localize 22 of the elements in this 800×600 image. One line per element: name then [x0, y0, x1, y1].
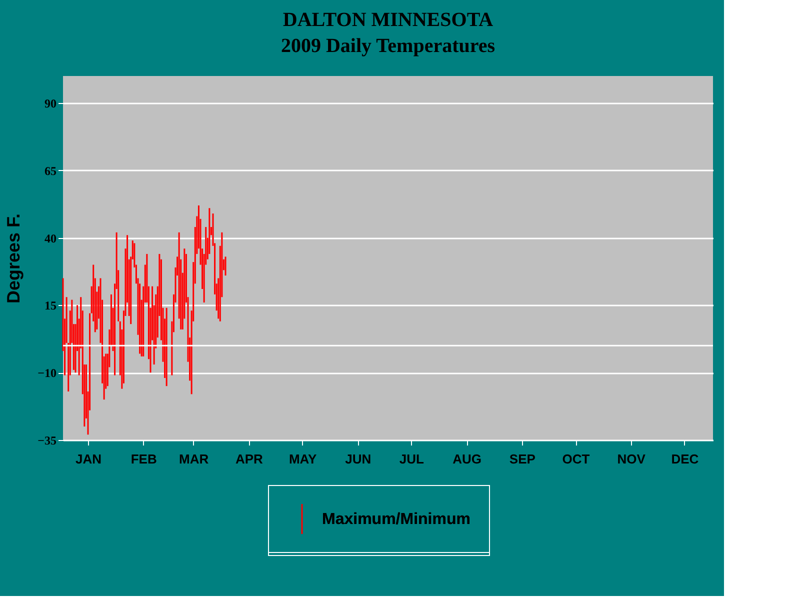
x-tick-label: JUL	[399, 452, 424, 466]
x-tick-label: DEC	[671, 452, 700, 466]
y-tick-label: −35	[38, 434, 56, 448]
legend-label: Maximum/Minimum	[322, 511, 470, 528]
y-axis-title: Degrees F.	[4, 213, 24, 304]
y-tick-label: 40	[44, 231, 56, 246]
x-tick-label: APR	[235, 452, 264, 466]
y-tick-label: 65	[44, 164, 56, 178]
y-tick-label: 15	[44, 298, 56, 313]
y-tick-label: 90	[44, 96, 56, 110]
x-tick-label: FEB	[130, 452, 157, 466]
chart-title: DALTON MINNESOTA	[282, 9, 494, 31]
y-tick-label: −10	[38, 366, 56, 380]
chart-subtitle: 2009 Daily Temperatures	[280, 35, 496, 57]
x-tick-label: AUG	[452, 452, 482, 466]
x-tick-label: JAN	[75, 452, 102, 466]
x-tick-label: OCT	[562, 452, 590, 466]
x-tick-label: JUN	[345, 452, 372, 466]
x-tick-label: SEP	[509, 452, 536, 466]
x-tick-label: MAR	[179, 452, 210, 466]
x-tick-label: MAY	[288, 452, 317, 466]
x-tick-label: NOV	[617, 452, 646, 466]
